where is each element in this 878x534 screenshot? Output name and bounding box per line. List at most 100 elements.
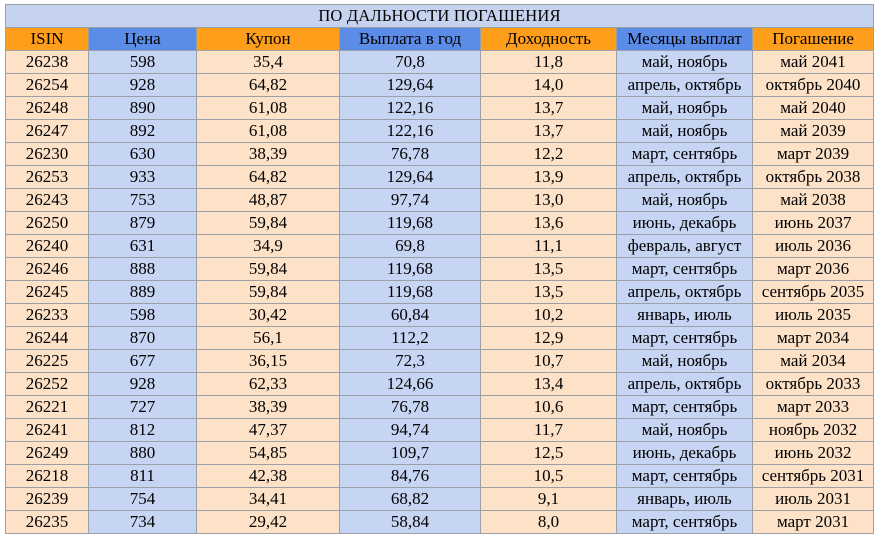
cell-annual-payout[interactable]: 129,64 xyxy=(339,73,481,97)
cell-maturity[interactable]: март 2036 xyxy=(751,257,875,281)
cell-coupon[interactable]: 29,42 xyxy=(196,510,340,534)
cell-annual-payout[interactable]: 84,76 xyxy=(339,464,481,488)
cell-yield[interactable]: 13,7 xyxy=(480,96,617,120)
cell-annual-payout[interactable]: 119,68 xyxy=(339,211,481,235)
cell-payment-months[interactable]: май, ноябрь xyxy=(616,119,753,143)
cell-maturity[interactable]: октябрь 2038 xyxy=(751,165,875,189)
cell-isin[interactable]: 26238 xyxy=(5,50,89,74)
cell-isin[interactable]: 26248 xyxy=(5,96,89,120)
cell-price[interactable]: 734 xyxy=(88,510,197,534)
cell-maturity[interactable]: ноябрь 2032 xyxy=(751,418,875,442)
cell-price[interactable]: 753 xyxy=(88,188,197,212)
cell-price[interactable]: 754 xyxy=(88,487,197,511)
cell-isin[interactable]: 26249 xyxy=(5,441,89,465)
cell-isin[interactable]: 26233 xyxy=(5,303,89,327)
col-header-yield[interactable]: Доходность xyxy=(480,27,617,51)
cell-annual-payout[interactable]: 76,78 xyxy=(339,395,481,419)
cell-yield[interactable]: 12,5 xyxy=(480,441,617,465)
cell-coupon[interactable]: 56,1 xyxy=(196,326,340,350)
cell-payment-months[interactable]: апрель, октябрь xyxy=(616,372,753,396)
cell-isin[interactable]: 26246 xyxy=(5,257,89,281)
cell-coupon[interactable]: 64,82 xyxy=(196,73,340,97)
cell-price[interactable]: 888 xyxy=(88,257,197,281)
cell-maturity[interactable]: март 2034 xyxy=(751,326,875,350)
cell-price[interactable]: 928 xyxy=(88,372,197,396)
cell-coupon[interactable]: 42,38 xyxy=(196,464,340,488)
cell-payment-months[interactable]: май, ноябрь xyxy=(616,349,753,373)
cell-yield[interactable]: 12,9 xyxy=(480,326,617,350)
cell-coupon[interactable]: 48,87 xyxy=(196,188,340,212)
cell-coupon[interactable]: 30,42 xyxy=(196,303,340,327)
cell-maturity[interactable]: май 2034 xyxy=(751,349,875,373)
cell-price[interactable]: 598 xyxy=(88,50,197,74)
cell-isin[interactable]: 26252 xyxy=(5,372,89,396)
cell-payment-months[interactable]: апрель, октябрь xyxy=(616,280,753,304)
cell-annual-payout[interactable]: 122,16 xyxy=(339,96,481,120)
cell-isin[interactable]: 26225 xyxy=(5,349,89,373)
cell-coupon[interactable]: 38,39 xyxy=(196,142,340,166)
cell-annual-payout[interactable]: 129,64 xyxy=(339,165,481,189)
cell-isin[interactable]: 26241 xyxy=(5,418,89,442)
cell-payment-months[interactable]: январь, июль xyxy=(616,487,753,511)
cell-maturity[interactable]: сентябрь 2031 xyxy=(751,464,875,488)
cell-price[interactable]: 811 xyxy=(88,464,197,488)
cell-isin[interactable]: 26239 xyxy=(5,487,89,511)
cell-payment-months[interactable]: февраль, август xyxy=(616,234,753,258)
cell-price[interactable]: 812 xyxy=(88,418,197,442)
cell-payment-months[interactable]: май, ноябрь xyxy=(616,96,753,120)
cell-payment-months[interactable]: март, сентябрь xyxy=(616,464,753,488)
col-header-annual-payout[interactable]: Выплата в год xyxy=(339,27,481,51)
cell-annual-payout[interactable]: 119,68 xyxy=(339,257,481,281)
cell-payment-months[interactable]: март, сентябрь xyxy=(616,510,753,534)
cell-payment-months[interactable]: май, ноябрь xyxy=(616,188,753,212)
cell-coupon[interactable]: 61,08 xyxy=(196,119,340,143)
cell-maturity[interactable]: июль 2036 xyxy=(751,234,875,258)
cell-maturity[interactable]: сентябрь 2035 xyxy=(751,280,875,304)
col-header-maturity[interactable]: Погашение xyxy=(751,27,875,51)
cell-annual-payout[interactable]: 119,68 xyxy=(339,280,481,304)
cell-annual-payout[interactable]: 69,8 xyxy=(339,234,481,258)
cell-isin[interactable]: 26245 xyxy=(5,280,89,304)
cell-coupon[interactable]: 34,9 xyxy=(196,234,340,258)
cell-annual-payout[interactable]: 94,74 xyxy=(339,418,481,442)
cell-yield[interactable]: 10,6 xyxy=(480,395,617,419)
cell-annual-payout[interactable]: 70,8 xyxy=(339,50,481,74)
cell-payment-months[interactable]: апрель, октябрь xyxy=(616,73,753,97)
cell-maturity[interactable]: июль 2031 xyxy=(751,487,875,511)
cell-yield[interactable]: 10,2 xyxy=(480,303,617,327)
cell-annual-payout[interactable]: 76,78 xyxy=(339,142,481,166)
cell-yield[interactable]: 13,4 xyxy=(480,372,617,396)
cell-isin[interactable]: 26218 xyxy=(5,464,89,488)
cell-isin[interactable]: 26253 xyxy=(5,165,89,189)
cell-payment-months[interactable]: март, сентябрь xyxy=(616,326,753,350)
cell-price[interactable]: 870 xyxy=(88,326,197,350)
cell-annual-payout[interactable]: 68,82 xyxy=(339,487,481,511)
cell-maturity[interactable]: март 2033 xyxy=(751,395,875,419)
cell-isin[interactable]: 26250 xyxy=(5,211,89,235)
cell-price[interactable]: 889 xyxy=(88,280,197,304)
cell-coupon[interactable]: 64,82 xyxy=(196,165,340,189)
cell-maturity[interactable]: март 2031 xyxy=(751,510,875,534)
cell-maturity[interactable]: июль 2035 xyxy=(751,303,875,327)
cell-price[interactable]: 892 xyxy=(88,119,197,143)
cell-payment-months[interactable]: май, ноябрь xyxy=(616,418,753,442)
cell-maturity[interactable]: май 2041 xyxy=(751,50,875,74)
cell-price[interactable]: 880 xyxy=(88,441,197,465)
cell-isin[interactable]: 26240 xyxy=(5,234,89,258)
cell-yield[interactable]: 11,8 xyxy=(480,50,617,74)
cell-maturity[interactable]: май 2038 xyxy=(751,188,875,212)
cell-annual-payout[interactable]: 112,2 xyxy=(339,326,481,350)
cell-isin[interactable]: 26230 xyxy=(5,142,89,166)
cell-coupon[interactable]: 61,08 xyxy=(196,96,340,120)
cell-price[interactable]: 630 xyxy=(88,142,197,166)
cell-payment-months[interactable]: апрель, октябрь xyxy=(616,165,753,189)
cell-isin[interactable]: 26221 xyxy=(5,395,89,419)
cell-payment-months[interactable]: январь, июль xyxy=(616,303,753,327)
cell-price[interactable]: 890 xyxy=(88,96,197,120)
cell-annual-payout[interactable]: 109,7 xyxy=(339,441,481,465)
cell-maturity[interactable]: май 2039 xyxy=(751,119,875,143)
cell-annual-payout[interactable]: 124,66 xyxy=(339,372,481,396)
cell-yield[interactable]: 13,5 xyxy=(480,280,617,304)
cell-coupon[interactable]: 36,15 xyxy=(196,349,340,373)
cell-yield[interactable]: 9,1 xyxy=(480,487,617,511)
